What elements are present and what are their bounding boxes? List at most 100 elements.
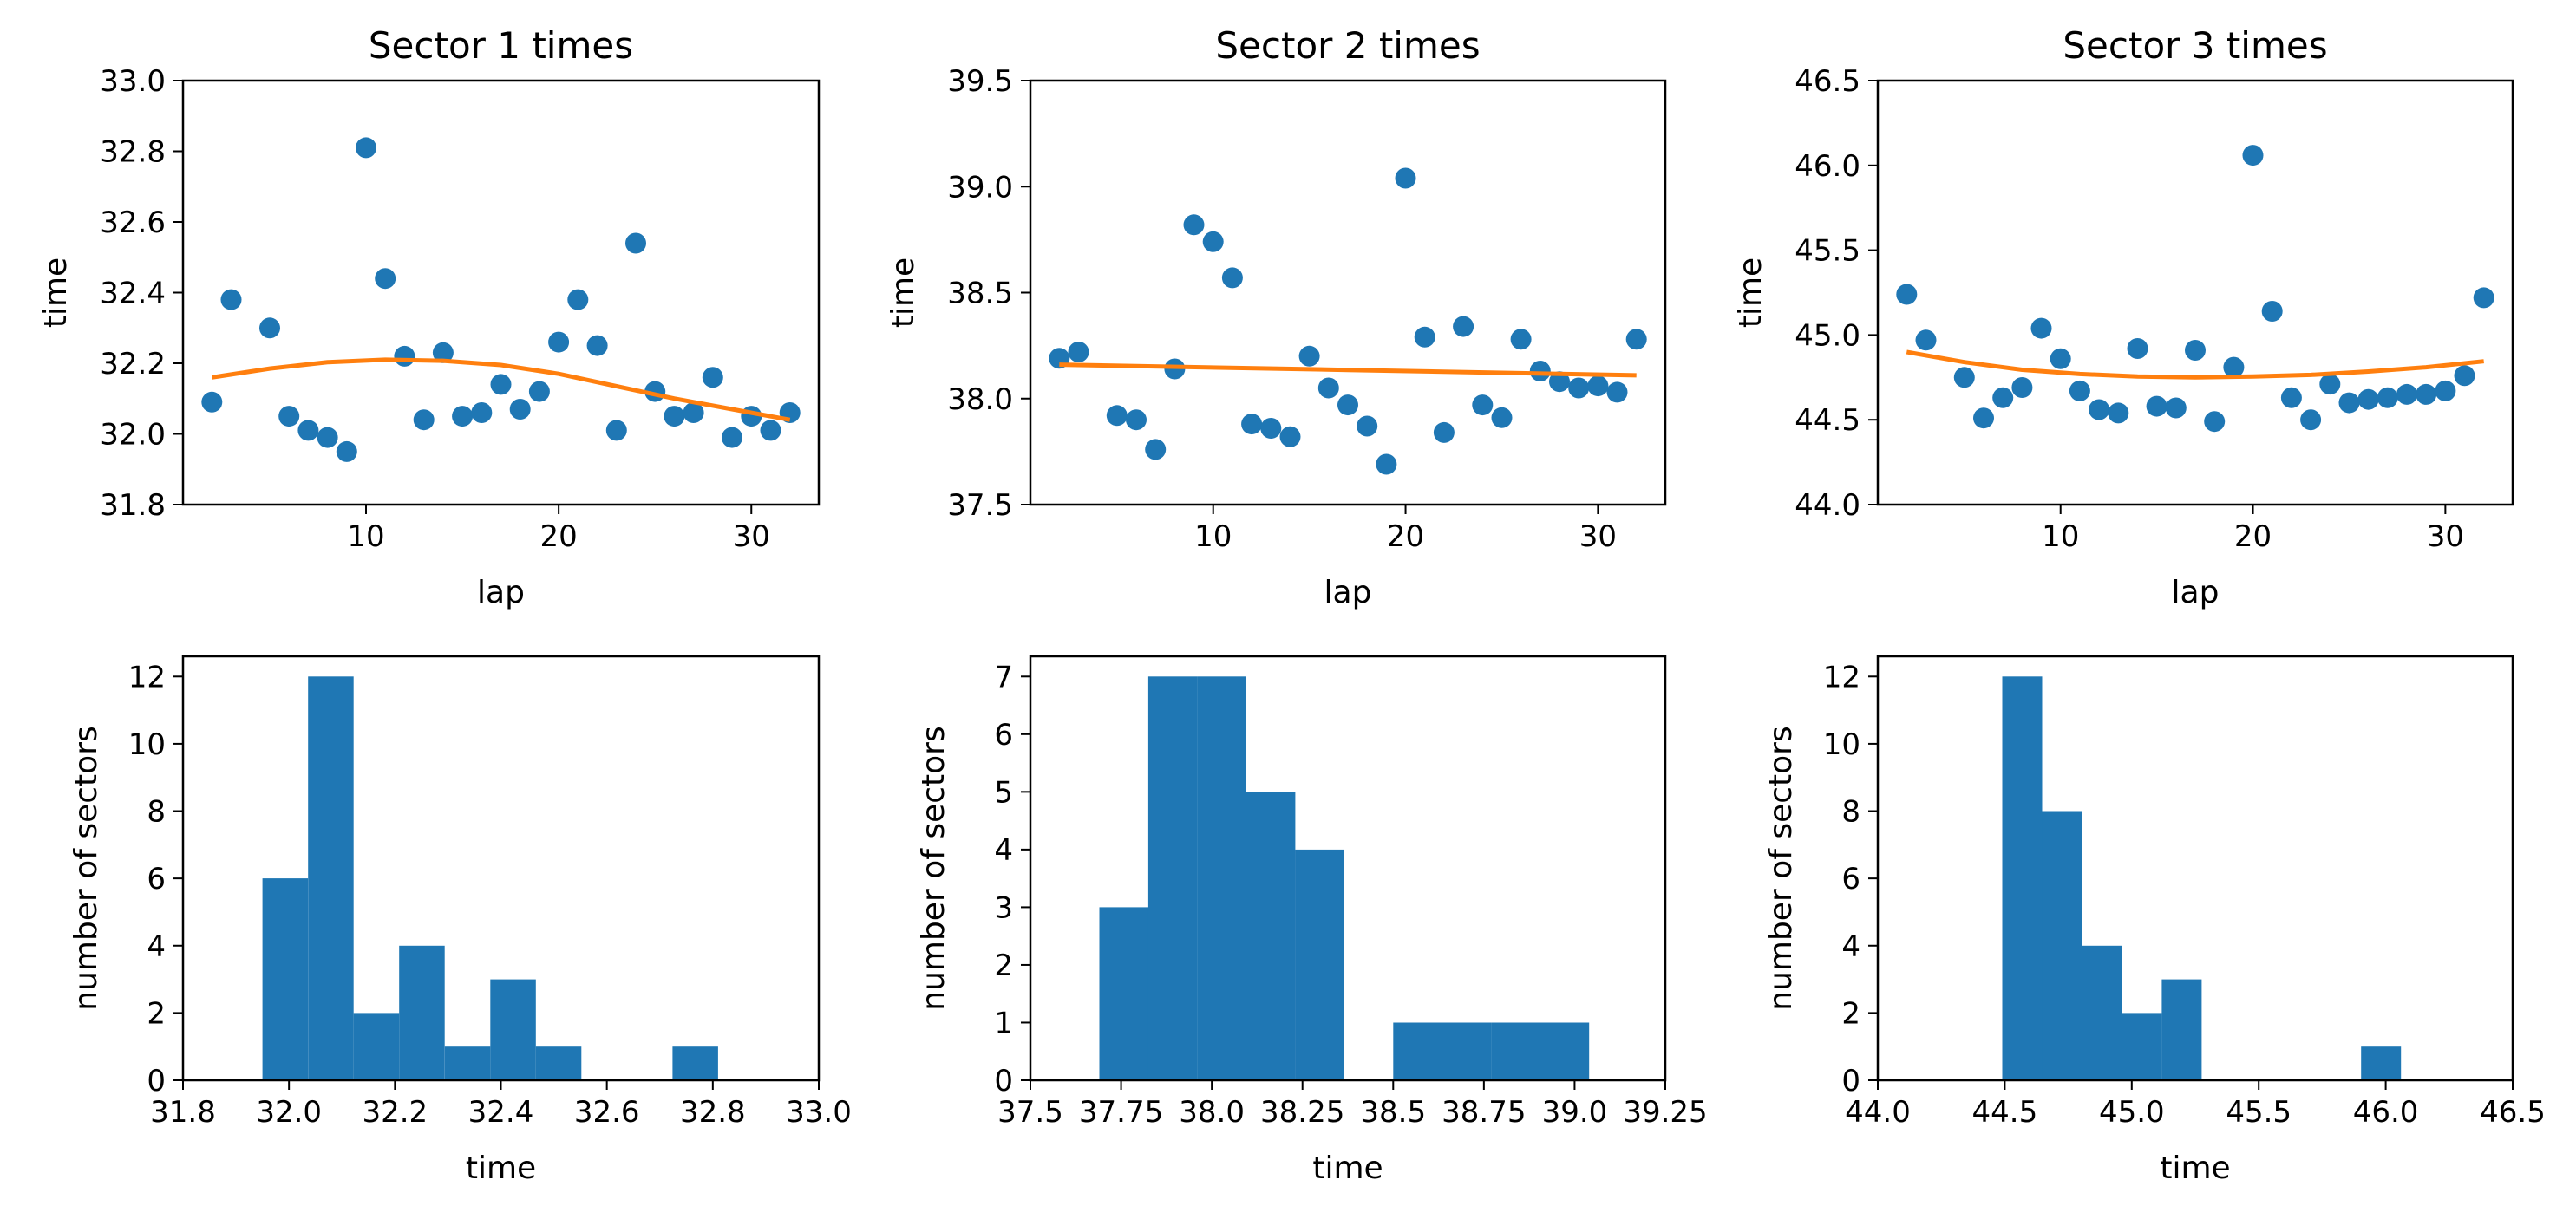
- y-tick-label: 0: [1841, 1064, 1860, 1098]
- scatter-point: [297, 420, 319, 441]
- scatter-point: [2011, 377, 2033, 398]
- scatter-point: [259, 317, 280, 339]
- x-tick-label: 31.8: [150, 1095, 216, 1130]
- scatter-point: [452, 406, 474, 427]
- y-tick-label: 7: [994, 660, 1013, 694]
- y-tick-label: 10: [128, 727, 166, 762]
- y-tick-label: 46.0: [1795, 149, 1860, 184]
- scatter-point: [278, 406, 300, 427]
- y-tick-label: 45.5: [1795, 234, 1860, 269]
- histogram-bar: [1099, 907, 1148, 1080]
- scatter-point: [664, 406, 685, 427]
- scatter-point: [605, 420, 627, 441]
- scatter-point: [2108, 402, 2129, 424]
- x-tick-label: 10: [1194, 519, 1232, 554]
- y-tick-label: 31.8: [100, 488, 166, 523]
- x-tick-label: 45.5: [2226, 1095, 2292, 1130]
- scatter-point: [2357, 388, 2379, 410]
- y-tick-label: 4: [1841, 929, 1860, 964]
- scatter-point: [625, 232, 646, 254]
- histogram-bar: [1246, 792, 1296, 1080]
- x-tick-label: 38.25: [1260, 1095, 1344, 1130]
- scatter-point: [356, 137, 376, 159]
- x-axis-label: time: [1312, 1151, 1383, 1186]
- scatter-point: [1298, 345, 1320, 367]
- histogram-bar: [308, 676, 354, 1080]
- scatter-point: [2416, 383, 2437, 405]
- chart-title: Sector 1 times: [369, 24, 633, 67]
- histogram-bar: [535, 1046, 582, 1080]
- scatter-point: [1953, 367, 1975, 388]
- y-tick-label: 8: [1841, 795, 1860, 830]
- y-tick-label: 4: [994, 833, 1013, 868]
- y-tick-label: 1: [994, 1006, 1013, 1040]
- y-tick-label: 0: [147, 1064, 166, 1098]
- y-tick-label: 12: [128, 660, 166, 694]
- histogram-bar: [2002, 676, 2043, 1080]
- scatter-point: [1529, 361, 1551, 381]
- fit-line: [211, 357, 791, 422]
- y-axis-label: number of sectors: [69, 726, 104, 1010]
- scatter-point: [2069, 380, 2090, 401]
- scatter-point: [2319, 374, 2341, 395]
- scatter-point: [1453, 316, 1474, 337]
- scatter-point: [1510, 329, 1532, 350]
- x-axis-label: lap: [2172, 575, 2220, 610]
- x-tick-label: 38.75: [1442, 1095, 1526, 1130]
- scatter-point: [2396, 383, 2417, 405]
- scatter-point: [1433, 421, 1455, 443]
- axes-frame: [1876, 655, 2514, 1082]
- chart-panel-4: 31.8 32.0 32.2 32.4 32.6 32.8 33.0 0 2 4 6 8 10 12 tim…: [69, 655, 852, 1186]
- scatter-point: [471, 402, 493, 423]
- x-tick-label: 30: [1579, 519, 1617, 554]
- scatter-point: [1992, 387, 2014, 408]
- scatter-point: [2300, 409, 2322, 431]
- scatter-point: [2242, 145, 2264, 166]
- y-tick-label: 5: [994, 775, 1013, 810]
- fit-line: [1059, 362, 1637, 378]
- chart-title: Sector 3 times: [2063, 24, 2327, 67]
- x-tick-label: 20: [2234, 519, 2272, 554]
- y-tick-label: 8: [147, 795, 166, 830]
- scatter-point: [1337, 394, 1358, 416]
- scatter-point: [1068, 342, 1089, 362]
- fit-line: [1906, 349, 2484, 380]
- scatter-point: [586, 335, 608, 356]
- x-axis-label: lap: [1324, 575, 1372, 610]
- scatter-point: [1587, 375, 1609, 397]
- y-tick-label: 32.4: [100, 277, 166, 311]
- scatter-point: [1915, 329, 1937, 351]
- scatter-point: [317, 427, 338, 448]
- scatter-point: [2223, 356, 2245, 378]
- axes-frame: [1029, 655, 1667, 1082]
- scatter-point: [2050, 348, 2071, 369]
- y-axis-label: number of sectors: [1763, 726, 1799, 1010]
- y-tick-label: 6: [1841, 862, 1860, 896]
- x-tick-label: 44.5: [1972, 1095, 2038, 1130]
- y-axis-label: time: [1733, 257, 1769, 328]
- histogram-bar: [672, 1046, 718, 1080]
- scatter-point: [1221, 267, 1243, 289]
- histogram-bar: [1491, 1022, 1540, 1080]
- scatter-point: [1896, 284, 1918, 305]
- x-tick-label: 32.6: [574, 1095, 640, 1130]
- x-tick-label: 39.0: [1542, 1095, 1608, 1130]
- scatter-point: [702, 367, 723, 388]
- scatter-point: [336, 440, 357, 462]
- scatter-point: [2089, 399, 2110, 420]
- scatter-point: [1414, 326, 1435, 348]
- scatter-point: [2204, 411, 2226, 433]
- scatter-point: [413, 409, 435, 431]
- y-tick-label: 10: [1823, 727, 1860, 762]
- scatter-point: [2127, 338, 2148, 359]
- chart-panel-6: 44.0 44.5 45.0 45.5 46.0 46.5 0 2 4 6 8 10 12 time num…: [1763, 655, 2546, 1186]
- scatter-point: [1491, 407, 1513, 428]
- y-tick-label: 0: [994, 1064, 1013, 1098]
- histogram-bar: [1442, 1022, 1492, 1080]
- scatter-point: [1183, 214, 1205, 236]
- y-tick-label: 32.6: [100, 205, 166, 240]
- scatter-point: [1126, 409, 1147, 431]
- histogram-bar: [399, 945, 445, 1080]
- x-tick-label: 32.8: [680, 1095, 746, 1130]
- scatter-point: [1317, 377, 1339, 399]
